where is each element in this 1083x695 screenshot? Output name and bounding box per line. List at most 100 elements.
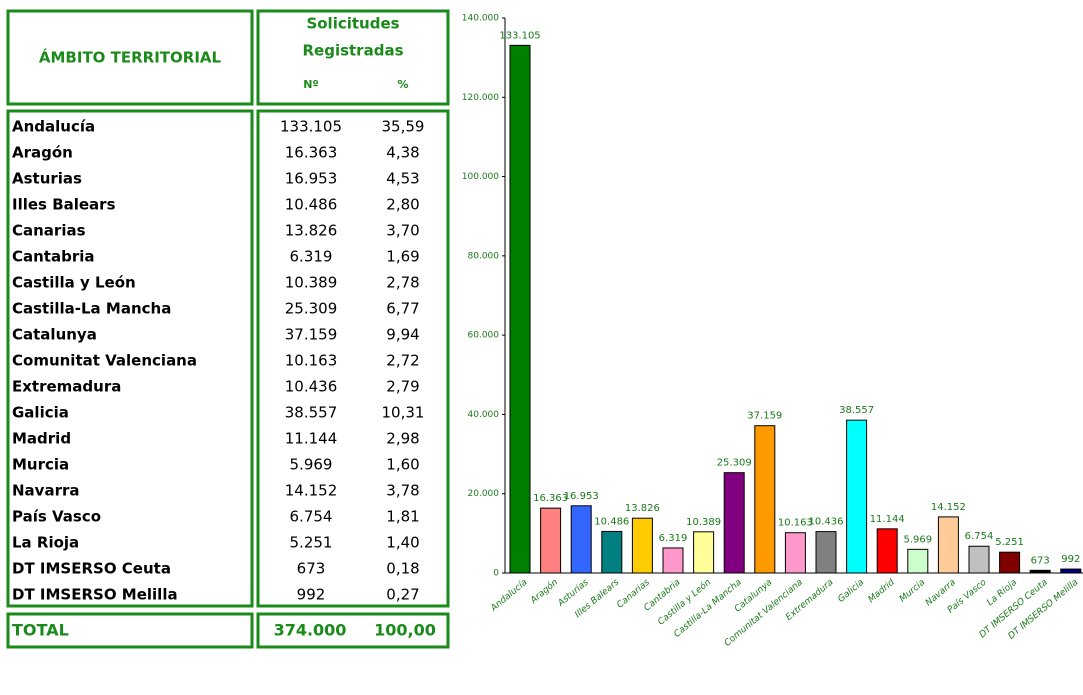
row-number: 38.557: [285, 404, 338, 422]
value-label: 16.363: [533, 493, 568, 504]
row-number: 6.319: [290, 248, 333, 266]
header-box: [256, 9, 450, 106]
bar: [601, 530, 623, 574]
y-tick-label: 60.000: [468, 331, 500, 341]
value-label: 13.826: [625, 503, 660, 514]
row-percent: 0,27: [386, 586, 419, 604]
row-name: Cantabria: [12, 248, 95, 266]
row-percent: 2,78: [386, 274, 419, 292]
row-percent: 35,59: [382, 118, 425, 136]
row-percent: 1,40: [386, 534, 419, 552]
row-percent: 1,69: [386, 248, 419, 266]
y-tick-label: 0: [493, 569, 499, 579]
y-tick-label: 140.000: [462, 14, 499, 24]
bar: [631, 517, 653, 574]
bar: [693, 531, 715, 574]
header-percent: %: [397, 78, 408, 91]
value-label: 6.319: [659, 533, 688, 544]
x-tick-label: Aragón: [528, 577, 561, 607]
value-label: 992: [1061, 554, 1080, 565]
body-box: [256, 109, 450, 608]
row-name: Extremadura: [12, 378, 121, 396]
header-territory: ÁMBITO TERRITORIAL: [39, 48, 222, 67]
row-name: Andalucía: [12, 118, 95, 136]
row-percent: 10,31: [382, 404, 425, 422]
y-tick-label: 40.000: [468, 410, 500, 420]
row-name: La Rioja: [12, 534, 79, 552]
x-tick-label: Andalucía: [488, 578, 529, 615]
value-label: 37.159: [747, 411, 782, 422]
value-label: 25.309: [717, 458, 752, 469]
bar: [723, 472, 745, 574]
row-number: 11.144: [285, 430, 338, 448]
row-percent: 3,70: [386, 222, 419, 240]
y-tick-label: 80.000: [468, 251, 500, 261]
row-name: Navarra: [12, 482, 80, 500]
value-label: 133.105: [499, 30, 540, 41]
row-name: DT IMSERSO Melilla: [12, 586, 178, 604]
row-name: Aragón: [12, 144, 73, 162]
value-label: 11.144: [870, 514, 905, 525]
value-label: 10.389: [686, 517, 721, 528]
bar: [754, 425, 776, 574]
header-box: [6, 9, 254, 106]
row-number: 16.953: [285, 170, 338, 188]
value-label: 673: [1031, 555, 1050, 566]
bar: [846, 419, 868, 574]
row-percent: 2,98: [386, 430, 419, 448]
row-name: País Vasco: [12, 508, 101, 526]
row-percent: 4,38: [386, 144, 419, 162]
row-percent: 2,80: [386, 196, 419, 214]
bar: [509, 44, 531, 574]
row-name: Murcia: [12, 456, 69, 474]
value-label: 5.251: [995, 537, 1024, 548]
row-number: 14.152: [285, 482, 338, 500]
row-name: Madrid: [12, 430, 71, 448]
total-box: [256, 612, 450, 649]
value-label: 10.163: [778, 518, 813, 529]
value-label: 10.486: [594, 516, 629, 527]
total-number: 374.000: [274, 621, 347, 640]
row-number: 6.754: [290, 508, 333, 526]
header-group: Solicitudes: [306, 15, 399, 33]
row-name: Castilla y León: [12, 274, 136, 292]
row-name: Comunitat Valenciana: [12, 352, 197, 370]
bar: [907, 548, 929, 574]
value-label: 5.969: [903, 534, 932, 545]
row-number: 10.486: [285, 196, 338, 214]
y-tick-label: 120.000: [462, 93, 499, 103]
row-percent: 1,81: [386, 508, 419, 526]
x-tick-label: Castilla y León: [656, 577, 714, 628]
row-percent: 2,79: [386, 378, 419, 396]
bar: [540, 507, 562, 574]
row-percent: 1,60: [386, 456, 419, 474]
row-number: 992: [297, 586, 326, 604]
value-label: 6.754: [965, 531, 994, 542]
row-percent: 6,77: [386, 300, 419, 318]
y-tick-label: 20.000: [468, 489, 500, 499]
value-label: 10.436: [809, 517, 844, 528]
value-label: 16.953: [564, 491, 599, 502]
bar: [876, 528, 898, 574]
total-box: [6, 612, 254, 649]
bar: [1029, 569, 1051, 574]
row-number: 673: [297, 560, 326, 578]
row-number: 37.159: [285, 326, 338, 344]
x-tick-label: Galicia: [836, 578, 866, 605]
row-name: Castilla-La Mancha: [12, 300, 171, 318]
row-percent: 3,78: [386, 482, 419, 500]
bar: [999, 551, 1021, 574]
row-number: 5.969: [290, 456, 333, 474]
bar: [937, 516, 959, 574]
row-number: 10.389: [285, 274, 338, 292]
bar: [570, 505, 592, 574]
row-name: Galicia: [12, 404, 69, 422]
row-number: 10.163: [285, 352, 338, 370]
row-percent: 2,72: [386, 352, 419, 370]
row-number: 10.436: [285, 378, 338, 396]
bar: [1060, 568, 1082, 574]
row-percent: 9,94: [386, 326, 419, 344]
row-number: 16.363: [285, 144, 338, 162]
x-tick-label: Madrid: [867, 577, 897, 605]
